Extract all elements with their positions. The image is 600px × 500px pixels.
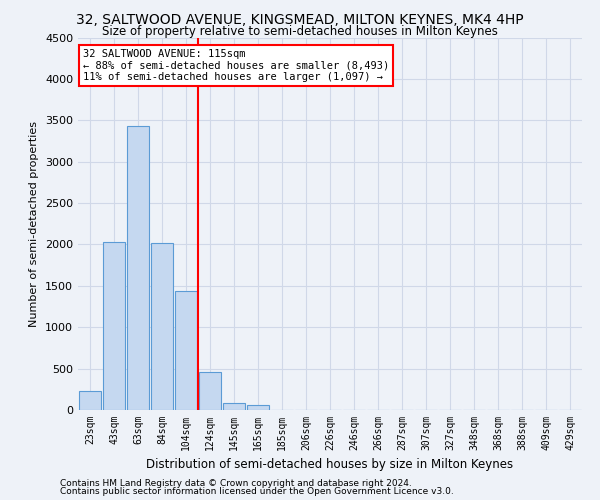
Bar (103, 242, 125, 410)
Text: Size of property relative to semi-detached houses in Milton Keynes: Size of property relative to semi-detach… (102, 25, 498, 38)
Text: 32, SALTWOOD AVENUE, KINGSMEAD, MILTON KEYNES, MK4 4HP: 32, SALTWOOD AVENUE, KINGSMEAD, MILTON K… (76, 12, 524, 26)
Bar (199, 372, 221, 410)
Y-axis label: Number of semi-detached properties: Number of semi-detached properties (29, 120, 40, 327)
Bar (247, 405, 269, 410)
Bar (127, 126, 149, 410)
Text: 32 SALTWOOD AVENUE: 115sqm
← 88% of semi-detached houses are smaller (8,493)
11%: 32 SALTWOOD AVENUE: 115sqm ← 88% of semi… (83, 48, 389, 82)
X-axis label: Distribution of semi-detached houses by size in Milton Keynes: Distribution of semi-detached houses by … (146, 458, 514, 471)
Bar (79, 391, 101, 410)
Bar (223, 402, 245, 410)
Bar (175, 291, 197, 410)
Text: Contains HM Land Registry data © Crown copyright and database right 2024.: Contains HM Land Registry data © Crown c… (60, 478, 412, 488)
Text: Contains public sector information licensed under the Open Government Licence v3: Contains public sector information licen… (60, 487, 454, 496)
Bar (151, 243, 173, 410)
